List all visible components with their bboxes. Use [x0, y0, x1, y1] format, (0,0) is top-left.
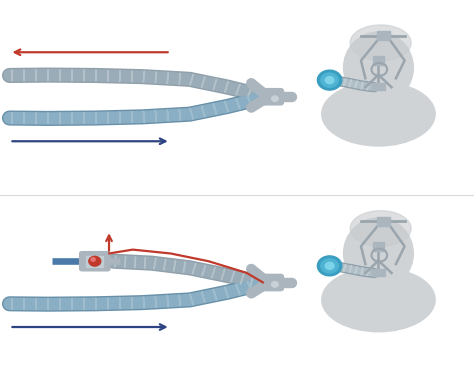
Circle shape [321, 73, 338, 87]
Ellipse shape [322, 268, 435, 332]
Circle shape [321, 259, 338, 273]
Circle shape [325, 262, 334, 269]
Circle shape [89, 256, 101, 266]
FancyBboxPatch shape [373, 56, 384, 65]
FancyBboxPatch shape [361, 252, 383, 284]
FancyBboxPatch shape [373, 242, 384, 251]
FancyBboxPatch shape [361, 66, 383, 98]
Circle shape [91, 258, 95, 261]
Ellipse shape [350, 25, 411, 60]
Ellipse shape [322, 82, 435, 146]
Circle shape [272, 282, 278, 287]
Ellipse shape [344, 32, 413, 103]
FancyBboxPatch shape [80, 252, 110, 271]
FancyBboxPatch shape [372, 269, 384, 276]
FancyBboxPatch shape [377, 217, 390, 226]
Ellipse shape [350, 211, 411, 246]
Ellipse shape [344, 218, 413, 289]
FancyBboxPatch shape [377, 31, 390, 40]
Circle shape [318, 256, 342, 276]
FancyBboxPatch shape [372, 83, 384, 90]
Circle shape [325, 77, 334, 84]
FancyBboxPatch shape [261, 89, 283, 105]
FancyBboxPatch shape [86, 256, 103, 267]
FancyBboxPatch shape [261, 274, 283, 291]
Circle shape [272, 96, 278, 101]
Circle shape [318, 70, 342, 90]
